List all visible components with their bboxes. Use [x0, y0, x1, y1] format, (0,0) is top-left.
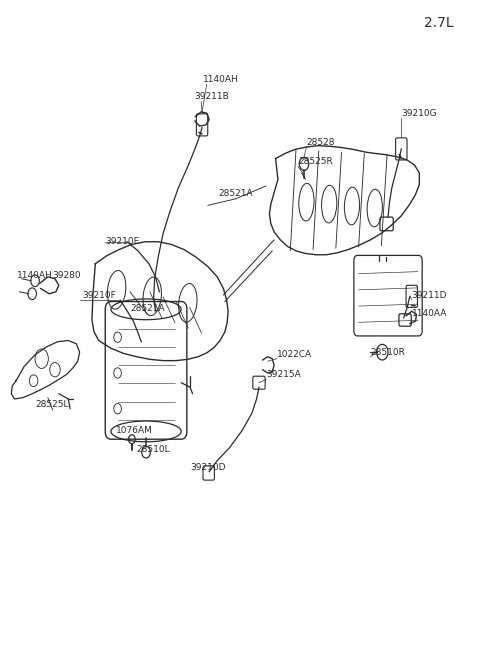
Text: 1140AH: 1140AH [203, 75, 239, 84]
Text: 1076AM: 1076AM [116, 426, 153, 435]
Text: 39210G: 39210G [401, 109, 437, 119]
Text: 1140AH: 1140AH [17, 271, 53, 280]
Text: 28525L: 28525L [36, 400, 69, 409]
Text: 28510R: 28510R [371, 348, 405, 357]
Text: 28521A: 28521A [218, 189, 252, 198]
Text: 39211B: 39211B [194, 92, 229, 102]
Text: 28521A: 28521A [130, 304, 165, 313]
Text: 39210E: 39210E [105, 237, 139, 246]
Text: 2.7L: 2.7L [424, 16, 454, 29]
Text: 28528: 28528 [306, 138, 335, 147]
Text: 39211D: 39211D [412, 291, 447, 299]
Text: 39210F: 39210F [83, 291, 116, 300]
Text: 39215A: 39215A [266, 371, 301, 379]
Text: 39210D: 39210D [190, 462, 226, 472]
Text: 28525R: 28525R [298, 157, 333, 166]
Text: 28510L: 28510L [137, 445, 170, 454]
Text: 39280: 39280 [53, 271, 81, 280]
Text: 1022CA: 1022CA [277, 350, 312, 359]
Text: 1140AA: 1140AA [412, 309, 447, 318]
